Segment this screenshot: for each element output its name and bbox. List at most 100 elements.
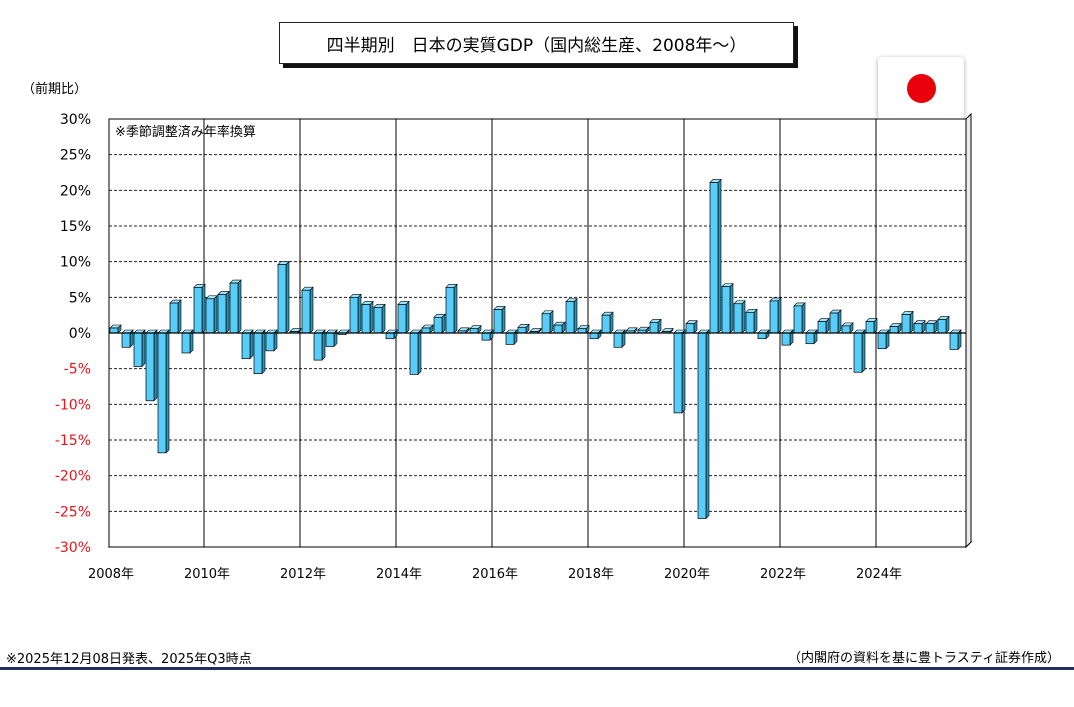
bar: [385, 332, 395, 340]
y-tick-label: -5%: [64, 362, 91, 378]
x-tick-label: 2020年: [664, 567, 710, 582]
x-tick-label: 2016年: [472, 567, 518, 582]
x-tick-label: 2024年: [856, 567, 902, 582]
bar: [229, 282, 239, 334]
bar: [949, 332, 959, 350]
bar-side: [381, 303, 386, 334]
bar-side: [405, 300, 410, 334]
bar: [505, 332, 515, 345]
credit-note: （内閣府の資料を基に豊トラスティ証券作成）: [788, 651, 1060, 666]
japan-flag-sun: [907, 74, 936, 103]
y-tick-label: 0%: [69, 326, 91, 342]
chart-title-box: 四半期別 日本の実質GDP（国内総生産、2008年～）: [279, 22, 794, 64]
bar: [877, 332, 887, 350]
bar-side: [261, 329, 266, 375]
x-tick-label: 2008年: [88, 567, 134, 582]
y-tick-label: 5%: [69, 290, 91, 306]
bar: [757, 332, 767, 340]
bar: [313, 332, 323, 361]
bar: [721, 286, 731, 334]
bar-side: [729, 282, 734, 334]
japan-flag-icon: [878, 57, 964, 120]
bar: [433, 316, 443, 334]
bar-side: [357, 293, 362, 334]
bar-side: [177, 299, 182, 334]
bar: [745, 311, 755, 334]
y-tick-label: -15%: [55, 433, 91, 449]
bar-side: [237, 279, 242, 334]
bar: [769, 300, 779, 334]
bar-side: [153, 329, 158, 402]
bar-side: [753, 308, 758, 334]
bar: [577, 328, 587, 334]
bar-side: [285, 260, 290, 334]
bar: [697, 332, 707, 519]
chart-side-wall: [965, 112, 972, 549]
bottom-rule: [0, 667, 1074, 670]
bar: [853, 332, 863, 373]
bar: [493, 309, 503, 334]
y-tick-label: -25%: [55, 504, 91, 520]
bar-side: [681, 329, 686, 414]
bar-side: [717, 178, 722, 334]
bar: [181, 332, 191, 354]
bar-side: [501, 305, 506, 334]
x-tick-label: 2014年: [376, 567, 422, 582]
bar: [265, 332, 275, 352]
bar-side: [741, 300, 746, 334]
source-note: ※2025年12月08日発表、2025年Q3時点: [6, 652, 252, 667]
bar-side: [777, 297, 782, 334]
y-tick-label: 20%: [60, 183, 91, 199]
bar: [241, 332, 251, 360]
bar: [517, 326, 527, 334]
bar: [373, 306, 383, 334]
x-tick-label: 2022年: [760, 567, 806, 582]
bar: [193, 286, 203, 334]
bar: [733, 303, 743, 334]
bar-side: [909, 310, 914, 334]
bar: [421, 327, 431, 334]
bar: [409, 332, 419, 375]
bar: [889, 326, 899, 334]
bar: [361, 304, 371, 334]
y-tick-label: 30%: [60, 112, 91, 128]
bar: [217, 294, 227, 334]
bar: [325, 332, 335, 347]
bar: [157, 332, 167, 454]
bar: [937, 319, 947, 334]
bar-side: [321, 329, 326, 361]
gdp-bar-chart: 30% 25% 20% 15% 10% 5% 0% -5% -10% -15% -20% -25% -3…: [55, 112, 973, 582]
bar: [277, 264, 287, 334]
bar: [109, 327, 119, 334]
bar-side: [861, 329, 866, 373]
bar: [445, 286, 455, 334]
x-tick-label: 2012年: [280, 567, 326, 582]
bar: [649, 321, 659, 334]
bar: [397, 304, 407, 334]
bar: [793, 305, 803, 334]
bar: [553, 324, 563, 334]
bar: [121, 332, 131, 348]
bar: [301, 289, 311, 334]
bar: [601, 314, 611, 334]
bar: [145, 332, 155, 402]
bar: [685, 323, 695, 334]
y-tick-label: 10%: [60, 255, 91, 271]
x-tick-label: 2010年: [184, 567, 230, 582]
y-tick-label: 15%: [60, 219, 91, 235]
bar: [205, 298, 215, 334]
bar: [349, 296, 359, 334]
bar-side: [213, 295, 218, 334]
bar: [781, 332, 791, 346]
bar: [709, 182, 719, 334]
bar-side: [309, 286, 314, 334]
bar-side: [573, 297, 578, 334]
bar: [817, 321, 827, 334]
bar: [253, 332, 263, 375]
bar-side: [165, 329, 170, 454]
bar: [805, 332, 815, 345]
bar: [133, 332, 143, 367]
bar: [565, 301, 575, 334]
bar-side: [549, 310, 554, 334]
bar: [169, 302, 179, 334]
